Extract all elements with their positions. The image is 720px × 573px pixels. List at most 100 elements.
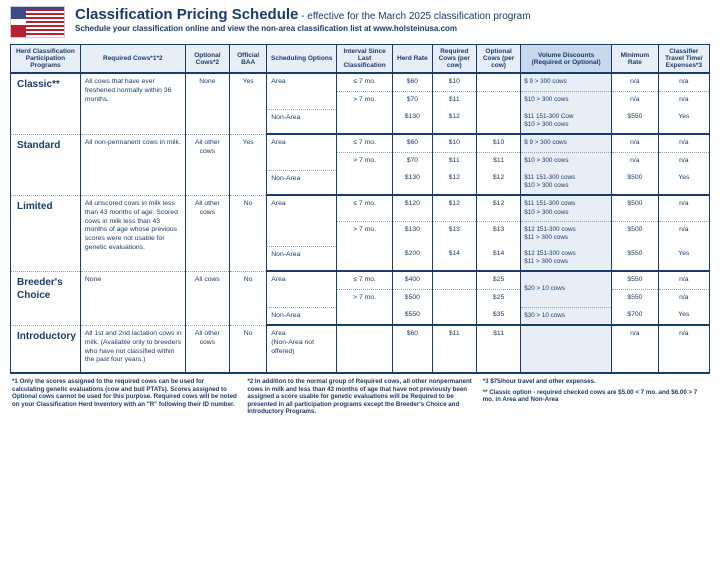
col-travel: Classifier Travel Time/ Expenses*3 xyxy=(658,45,709,74)
cell: n/a xyxy=(658,271,709,289)
cell: $550 xyxy=(393,307,433,325)
cell xyxy=(476,73,520,91)
cell: n/a xyxy=(612,134,659,152)
cell: $ 9 > 300 cows xyxy=(521,134,612,152)
cell: $500 xyxy=(393,290,433,307)
col-interval: Interval Since Last Classification xyxy=(337,45,393,74)
cell xyxy=(337,170,393,195)
cell: Non-Area xyxy=(267,246,337,271)
col-required: Required Cows*1*2 xyxy=(80,45,185,74)
footnotes: *1 Only the scores assigned to the requi… xyxy=(0,378,720,423)
cell xyxy=(337,325,393,373)
page-title: Classification Pricing Schedule - effect… xyxy=(75,6,710,23)
cell xyxy=(521,325,612,373)
holstein-logo xyxy=(10,6,65,38)
cell: $10 xyxy=(432,134,476,152)
cell: > 7 mo. xyxy=(337,153,393,170)
cell: $400 xyxy=(393,271,433,289)
cell: n/a xyxy=(658,325,709,373)
cell: ≤ 7 mo. xyxy=(337,271,393,289)
col-sched: Scheduling Options xyxy=(267,45,337,74)
cell xyxy=(432,271,476,289)
cell: Non-Area xyxy=(267,170,337,195)
footnote-3: *3 $75/hour travel and other expenses. *… xyxy=(483,378,708,415)
cell: $11 151-300 cows $10 > 300 cows xyxy=(521,195,612,221)
cell: $12 151-300 cows $11 > 300 cows xyxy=(521,221,612,246)
cell: > 7 mo. xyxy=(337,221,393,246)
cell: All other cows xyxy=(185,195,229,271)
cell: $200 xyxy=(393,246,433,271)
cell: $70 xyxy=(393,153,433,170)
col-baa: Official BAA xyxy=(230,45,267,74)
breeders-name: Breeder's Choice xyxy=(11,271,81,325)
col-optcow: Optional Cows (per cow) xyxy=(476,45,520,74)
cell: $11 xyxy=(432,92,476,109)
cell: Non-Area xyxy=(267,307,337,325)
header-row: Herd Classification Participation Progra… xyxy=(11,45,710,74)
cell: $12 xyxy=(476,195,520,221)
cell xyxy=(476,92,520,109)
cell: n/a xyxy=(658,92,709,109)
cell: n/a xyxy=(658,73,709,91)
cell: $11 151-300 cows $10 > 300 cows xyxy=(521,170,612,195)
cell: All non-permanent cows in milk. xyxy=(80,134,185,195)
col-volume: Volume Discounts (Required or Optional) xyxy=(521,45,612,74)
cell: $500 xyxy=(612,221,659,246)
cell: All other cows xyxy=(185,325,229,373)
subheader: Schedule your classification online and … xyxy=(75,24,710,33)
cell: n/a xyxy=(612,325,659,373)
cell: n/a xyxy=(658,195,709,221)
pricing-table: Herd Classification Participation Progra… xyxy=(10,44,710,374)
standard-row1: Standard All non-permanent cows in milk.… xyxy=(11,134,710,152)
cell: ≤ 7 mo. xyxy=(337,195,393,221)
cell xyxy=(432,290,476,307)
cell: $30 > 10 cows xyxy=(521,307,612,325)
cell: $13 xyxy=(476,221,520,246)
footnote-2: *2 In addition to the normal group of Re… xyxy=(247,378,472,415)
cell: $550 xyxy=(612,109,659,134)
classic-sched-area: Area xyxy=(267,73,337,109)
cell: $35 xyxy=(476,307,520,325)
cell: $10 > 300 cows xyxy=(521,153,612,170)
cell: Yes xyxy=(658,170,709,195)
cell: n/a xyxy=(658,153,709,170)
cell: n/a xyxy=(612,73,659,91)
cell: $ 9 > 300 cows xyxy=(521,73,612,91)
cell: $500 xyxy=(612,195,659,221)
cell xyxy=(337,307,393,325)
cell: $12 xyxy=(432,195,476,221)
cell: No xyxy=(230,195,267,271)
intro-name: Introductory xyxy=(11,325,81,373)
cell: Area xyxy=(267,271,337,307)
col-reqcow: Required Cows (per cow) xyxy=(432,45,476,74)
cell: No xyxy=(230,325,267,373)
cell: $130 xyxy=(393,109,433,134)
limited-name: Limited xyxy=(11,195,81,271)
cell: $700 xyxy=(612,307,659,325)
cell: All unscored cows in milk less than 43 m… xyxy=(80,195,185,271)
cell: $70 xyxy=(393,92,433,109)
header: Classification Pricing Schedule - effect… xyxy=(0,0,720,38)
cell: All other cows xyxy=(185,134,229,195)
cell: ≤ 7 mo. xyxy=(337,73,393,91)
cell: Yes xyxy=(230,134,267,195)
col-program: Herd Classification Participation Progra… xyxy=(11,45,81,74)
cell: $500 xyxy=(612,170,659,195)
cell: None xyxy=(80,271,185,325)
cell: $12 xyxy=(476,170,520,195)
col-min: Minimum Rate xyxy=(612,45,659,74)
cell: $11 xyxy=(476,153,520,170)
footnote-1: *1 Only the scores assigned to the requi… xyxy=(12,378,237,415)
cell xyxy=(337,246,393,271)
cell: $120 xyxy=(393,195,433,221)
classic-row1: Classic** All cows that have ever freshe… xyxy=(11,73,710,91)
cell: All cows xyxy=(185,271,229,325)
cell: > 7 mo. xyxy=(337,92,393,109)
cell: $550 xyxy=(612,290,659,307)
cell: $11 xyxy=(432,325,476,373)
limited-row1: Limited All unscored cows in milk less t… xyxy=(11,195,710,221)
cell: $130 xyxy=(393,170,433,195)
cell: n/a xyxy=(658,134,709,152)
cell: Non-Area xyxy=(267,109,337,134)
cell: $11 xyxy=(432,153,476,170)
